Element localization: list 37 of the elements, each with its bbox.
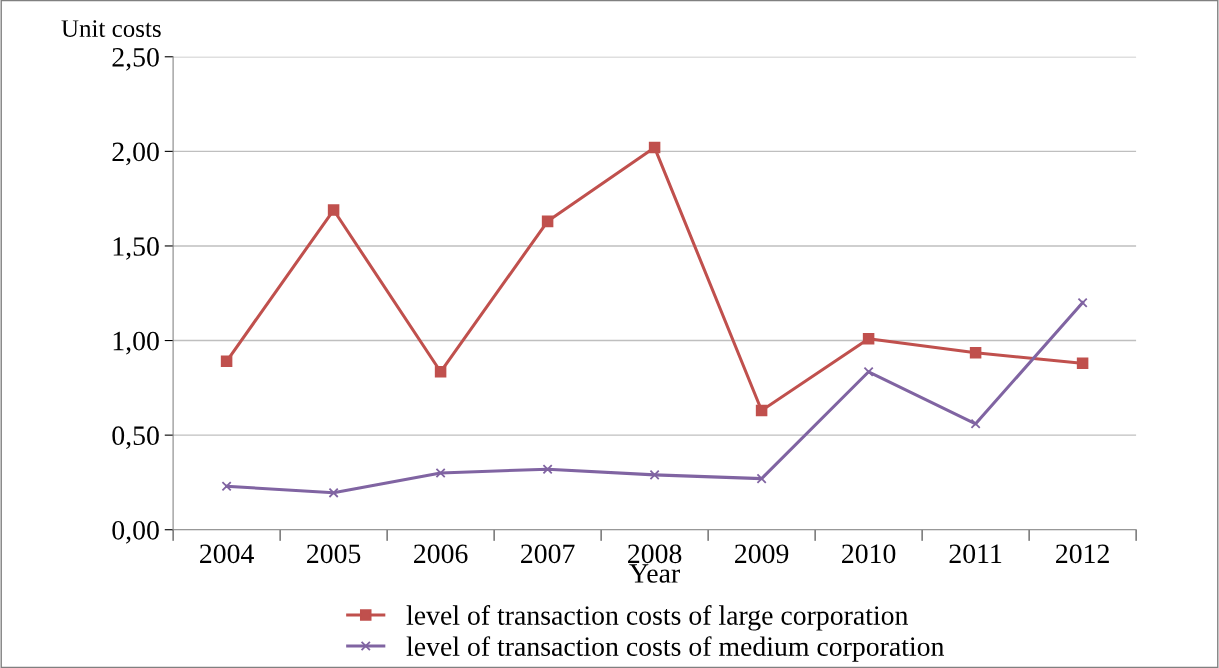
- point: [649, 469, 660, 480]
- x-tick-label: 2004: [200, 544, 254, 564]
- x-tick-label: 2006: [414, 544, 468, 564]
- x-tick-label: 2008: [628, 544, 682, 564]
- point: [542, 464, 553, 475]
- point: [648, 141, 661, 154]
- y-tick-label: 1,50: [113, 237, 159, 260]
- point: [541, 215, 554, 228]
- x-tick-label: 2009: [735, 544, 789, 564]
- y-tick-label: 0,50: [112, 426, 159, 450]
- x-tick-label: 2010: [842, 544, 896, 564]
- point: [328, 487, 339, 498]
- point: [970, 418, 981, 429]
- x-tick-label: 2011: [949, 544, 1002, 564]
- x-tick-label: 2005: [307, 544, 361, 564]
- point: [435, 467, 446, 479]
- point: [756, 473, 767, 484]
- y-tick-label: 0,00: [112, 520, 159, 544]
- point: [1076, 357, 1089, 370]
- y-tick-label: 2,50: [112, 47, 159, 71]
- legend-label: level of transaction costs of large corporation: [406, 605, 909, 631]
- point: [327, 204, 340, 216]
- legend-label: level of transaction costs of medium corporation: [406, 636, 945, 662]
- point: [221, 481, 232, 492]
- x-axis-title: Year: [629, 564, 680, 583]
- point: [220, 355, 233, 368]
- y-tick-label: 1,00: [113, 331, 159, 355]
- point: [1077, 297, 1088, 308]
- point: [755, 404, 768, 417]
- point: [862, 332, 875, 345]
- y-tick-label: 2,00: [112, 142, 159, 166]
- y-axis-title: Unit costs: [61, 20, 161, 38]
- point: [863, 366, 874, 377]
- point: [969, 347, 982, 359]
- x-tick-label: 2007: [521, 544, 575, 564]
- x-tick-label: 2012: [1056, 544, 1109, 564]
- point: [434, 365, 447, 378]
